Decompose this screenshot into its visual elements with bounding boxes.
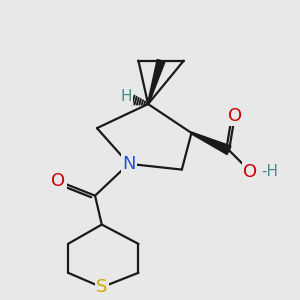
Text: -H: -H bbox=[261, 164, 278, 179]
Text: O: O bbox=[228, 106, 242, 124]
Text: O: O bbox=[243, 163, 257, 181]
Text: O: O bbox=[51, 172, 65, 190]
Polygon shape bbox=[191, 132, 231, 154]
Text: H: H bbox=[121, 89, 132, 104]
Text: S: S bbox=[96, 278, 107, 296]
Text: N: N bbox=[122, 155, 136, 173]
Polygon shape bbox=[148, 59, 165, 104]
